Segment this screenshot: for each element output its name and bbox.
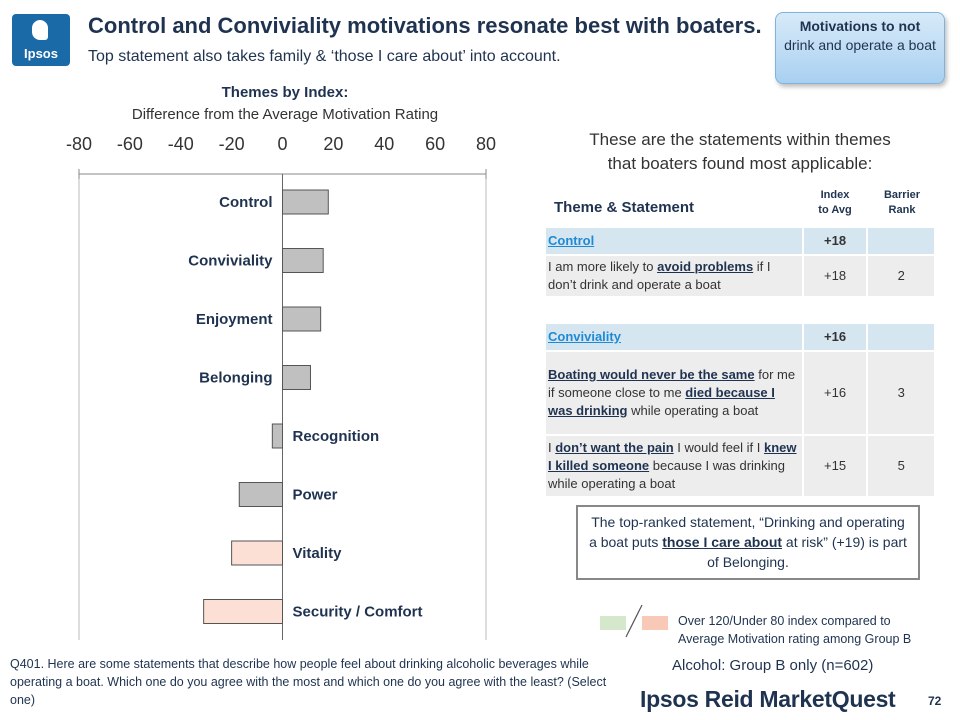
- legend-line1: Over 120/Under 80 index compared to: [678, 614, 891, 628]
- category-label: Enjoyment: [196, 311, 273, 328]
- tick-label: -40: [168, 134, 194, 154]
- column-header-theme: Theme & Statement: [554, 199, 695, 216]
- category-label: Security / Comfort: [293, 604, 423, 621]
- statement-text: Boating would never be the same for me i…: [544, 350, 804, 436]
- ipsos-logo: Ipsos: [12, 14, 70, 66]
- tick-label: -80: [66, 134, 92, 154]
- tick-label: 0: [277, 134, 287, 154]
- bar-vitality: [231, 540, 283, 566]
- pill-line2: drink and operate a boat: [784, 37, 936, 53]
- tick-label: -20: [219, 134, 245, 154]
- table-row: Conviviality +16: [544, 322, 936, 352]
- legend-under80-swatch: [642, 616, 668, 630]
- legend-over120-swatch: [600, 616, 626, 630]
- axis-lines: [78, 169, 487, 640]
- category-label: Control: [219, 194, 272, 211]
- theme-link-control[interactable]: Control: [548, 233, 595, 248]
- column-header-rank-line1: Barrier: [883, 189, 921, 201]
- category-label: Belonging: [199, 370, 272, 387]
- logo-mark-icon: [32, 20, 48, 40]
- control-table: Control +18 I am more likely to avoid pr…: [544, 226, 936, 298]
- chart-title: Themes by Index:: [221, 84, 349, 101]
- footer-brand: Ipsos Reid MarketQuest: [640, 686, 896, 712]
- bar-enjoyment: [282, 306, 322, 332]
- bar-belonging: [282, 365, 311, 390]
- statement-rank: 2: [866, 254, 936, 298]
- tick-labels: -80 -60 -40 -20 0 20 40 60 80: [66, 134, 496, 154]
- title-main: Control and Conviviality motivations res…: [88, 13, 762, 38]
- pill-line1: Motivations to not: [799, 18, 921, 34]
- callout-box: The top-ranked statement, “Drinking and …: [576, 505, 920, 580]
- title-subtitle: Top statement also takes family & ‘those…: [88, 48, 561, 65]
- page-title: Control and Conviviality motivations res…: [88, 12, 778, 71]
- question-text: Q401. Here are some statements that desc…: [10, 657, 607, 707]
- category-label: Conviviality: [188, 253, 273, 270]
- statement-text: I am more likely to avoid problems if I …: [544, 254, 804, 298]
- themes-bar-chart: -80 -60 -40 -20 0 20 40 60 80 Control Convivialit…: [66, 134, 496, 640]
- table-row: I am more likely to avoid problems if I …: [544, 254, 936, 298]
- theme-index-control: +18: [801, 226, 869, 256]
- statement-index: +16: [801, 350, 869, 436]
- column-header-index: Index to Avg: [803, 188, 867, 218]
- statement-text: I don’t want the pain I would feel if I …: [544, 434, 804, 498]
- tick-label: 80: [476, 134, 496, 154]
- bars: [203, 189, 329, 624]
- legend-slash-icon: [625, 604, 643, 638]
- table-row: Control +18: [544, 226, 936, 256]
- statement-index: +15: [801, 434, 869, 498]
- theme-link-conviviality[interactable]: Conviviality: [548, 329, 621, 344]
- legend-line2: Average Motivation rating among Group B: [678, 632, 912, 646]
- bar-conviviality: [282, 248, 324, 273]
- legend-text: Over 120/Under 80 index compared to Aver…: [678, 612, 911, 648]
- tick-label: 20: [323, 134, 343, 154]
- statement-rank: 5: [866, 434, 936, 498]
- category-label: Power: [293, 487, 338, 504]
- tick-label: 60: [425, 134, 445, 154]
- statements-heading-line2: that boaters found most applicable:: [607, 154, 873, 173]
- bar-power: [238, 482, 284, 507]
- bar-security-comfort: [203, 599, 283, 624]
- column-header-rank-line2: Rank: [888, 204, 916, 216]
- bar-control: [282, 189, 329, 215]
- tick-label: 40: [374, 134, 394, 154]
- tick-label: -60: [117, 134, 143, 154]
- category-labels: Control Conviviality Enjoyment Belonging Rec…: [188, 194, 422, 621]
- column-header-index-line1: Index: [820, 189, 850, 201]
- logo-text: Ipsos: [24, 46, 58, 61]
- chart-subtitle: Difference from the Average Motivation R…: [131, 106, 439, 123]
- statements-heading-line1: These are the statements within themes: [589, 130, 891, 149]
- theme-index-conviviality: +16: [801, 322, 869, 352]
- conviviality-table: Conviviality +16 Boating would never be …: [544, 322, 936, 498]
- page-number: 72: [928, 694, 942, 708]
- bar-recognition: [271, 423, 284, 449]
- motivations-pill: Motivations to not drink and operate a b…: [775, 12, 945, 84]
- column-header-index-line2: to Avg: [818, 204, 852, 216]
- category-label: Vitality: [293, 545, 343, 562]
- base-note: Alcohol: Group B only (n=602): [672, 657, 874, 674]
- column-header-rank: Barrier Rank: [868, 188, 936, 218]
- category-label: Recognition: [293, 428, 380, 445]
- statement-rank: 3: [866, 350, 936, 436]
- statement-index: +18: [801, 254, 869, 298]
- table-row: Boating would never be the same for me i…: [544, 350, 936, 436]
- table-row: I don’t want the pain I would feel if I …: [544, 434, 936, 498]
- statements-heading: These are the statements within themes t…: [540, 128, 940, 176]
